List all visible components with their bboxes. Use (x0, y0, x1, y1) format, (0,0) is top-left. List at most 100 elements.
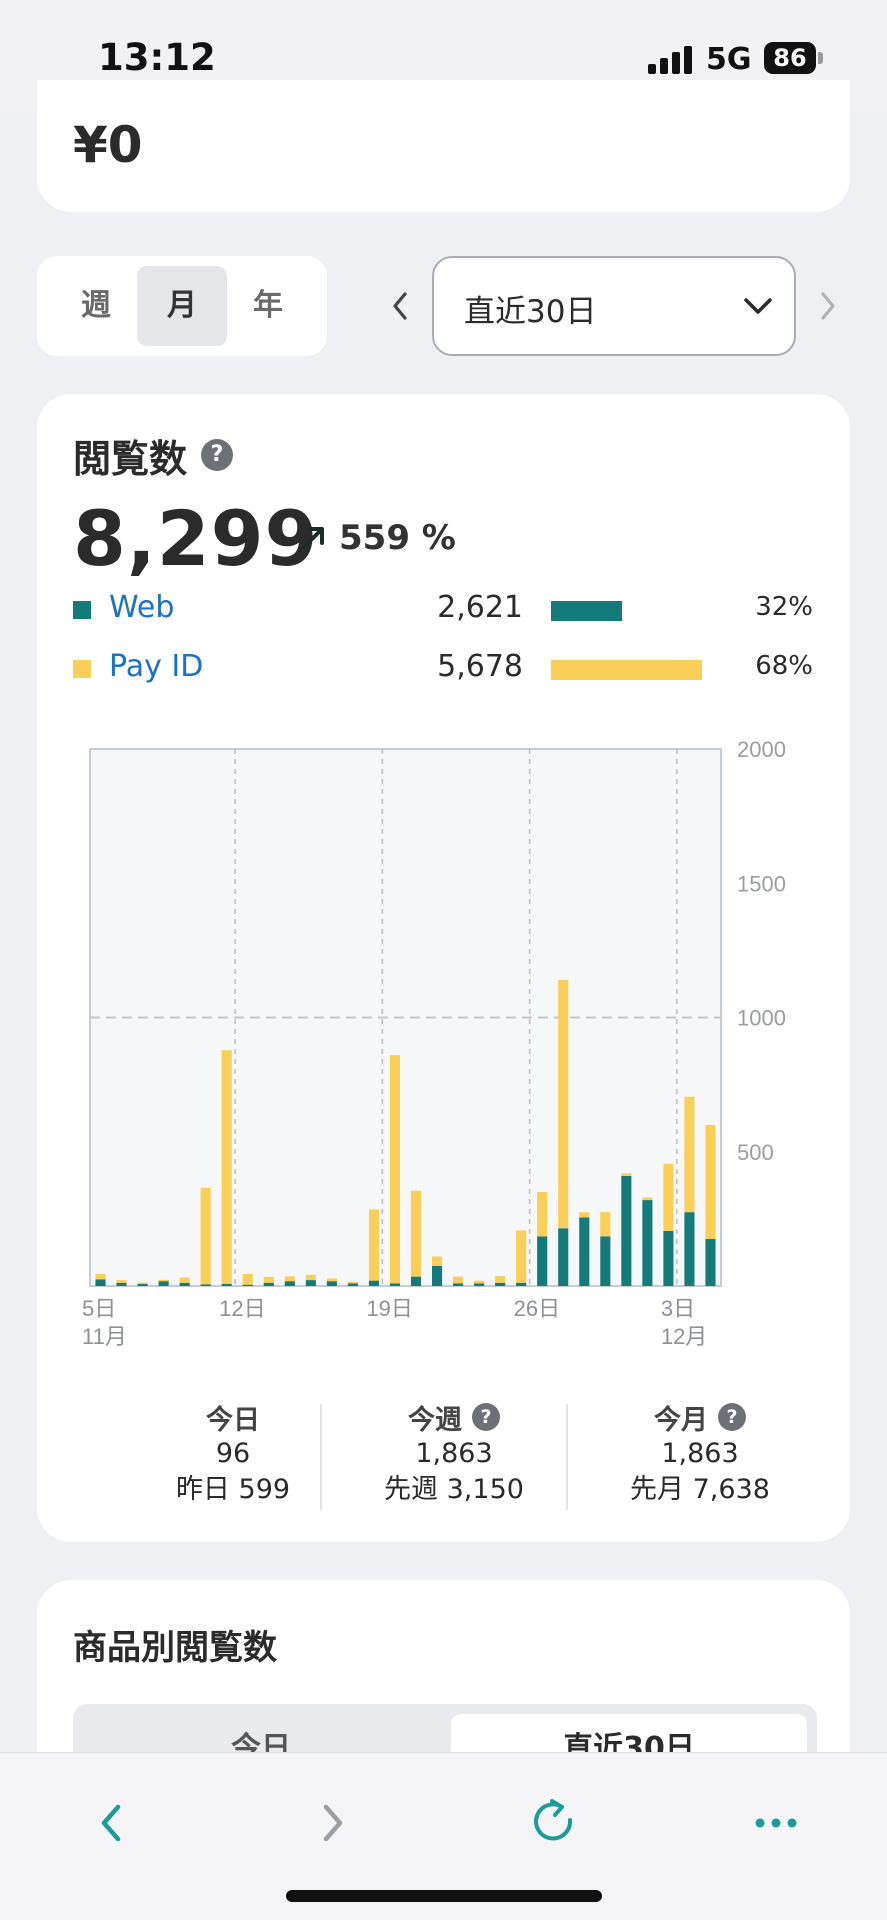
bar-payid (474, 1280, 485, 1284)
bar-payid (579, 1212, 590, 1218)
bar-web (474, 1283, 485, 1286)
stat-this-week: 今週? 1,863 先週 3,150 (331, 1398, 577, 1508)
legend-row-web: Web 2,621 32% (73, 590, 813, 630)
views-trend: 559 % (299, 518, 456, 558)
help-icon[interactable]: ? (201, 439, 234, 471)
back-button[interactable] (82, 1793, 142, 1853)
help-icon[interactable]: ? (472, 1403, 500, 1431)
stat-divider (566, 1404, 568, 1510)
x-tick-month-label: 12月 (661, 1324, 707, 1349)
y-tick-label: 1500 (737, 871, 786, 896)
bar-web (558, 1228, 569, 1286)
bar-payid (158, 1279, 169, 1282)
bar-payid (663, 1163, 674, 1231)
bar-web (284, 1281, 295, 1286)
stat-this-month: 今月? 1,863 先月 7,638 (577, 1398, 823, 1508)
stat-label: 今日 (206, 1404, 260, 1436)
legend-value-payid: 5,678 (437, 649, 523, 684)
x-tick-label: 5日 (82, 1296, 116, 1321)
period-tab-month[interactable]: 月 (137, 266, 227, 346)
bar-payid (368, 1209, 379, 1281)
bar-web (305, 1280, 316, 1286)
x-tick-label: 12日 (219, 1296, 265, 1321)
bar-payid (642, 1197, 653, 1201)
bar-web (453, 1283, 464, 1286)
arrow-up-right-icon (302, 527, 324, 549)
stat-label: 今週 (408, 1404, 462, 1436)
stat-compare: 先月 7,638 (630, 1474, 770, 1505)
bar-payid (284, 1276, 295, 1282)
more-options-button[interactable] (746, 1793, 806, 1853)
bar-web (137, 1283, 148, 1286)
bar-payid (179, 1277, 190, 1283)
bar-web (116, 1282, 127, 1286)
bar-web (95, 1279, 106, 1286)
bar-payid (326, 1278, 337, 1282)
bar-payid (537, 1192, 548, 1237)
bar-web (642, 1200, 653, 1286)
legend-row-payid: Pay ID 5,678 68% (73, 649, 813, 689)
help-icon[interactable]: ? (718, 1403, 746, 1431)
period-tab-year[interactable]: 年 (253, 288, 283, 323)
legend-percent-payid: 68% (755, 651, 813, 681)
summary-amount: ¥0 (73, 116, 143, 174)
forward-button[interactable] (302, 1793, 362, 1853)
bar-payid (453, 1276, 464, 1284)
bar-web (326, 1281, 337, 1286)
views-card: 閲覧数 ? 8,299 559 % Web 2,621 32% Pay ID 5… (37, 394, 850, 1542)
period-segmented-control: 週 月 年 (37, 256, 327, 356)
bar-payid (263, 1276, 274, 1283)
bar-payid (684, 1096, 695, 1213)
bar-payid (558, 979, 569, 1229)
bar-web (537, 1236, 548, 1286)
bar-web (663, 1230, 674, 1286)
bar-web (432, 1265, 443, 1286)
bar-payid (242, 1273, 253, 1285)
period-tab-week[interactable]: 週 (81, 288, 111, 323)
legend-swatch-payid (73, 660, 91, 678)
bar-web (389, 1283, 401, 1286)
home-indicator (286, 1890, 602, 1902)
stat-value: 96 (215, 1438, 251, 1469)
bar-web (179, 1282, 190, 1286)
bar-web (684, 1212, 695, 1286)
bar-web (516, 1282, 527, 1286)
bar-web (368, 1280, 379, 1286)
legend-percent-web: 32% (755, 592, 813, 622)
bar-payid (221, 1050, 232, 1284)
bar-web (242, 1284, 253, 1286)
bar-web (705, 1239, 716, 1286)
bar-payid (116, 1280, 127, 1283)
next-range-button[interactable] (814, 284, 842, 328)
bar-payid (600, 1212, 611, 1237)
x-tick-label: 3日 (661, 1296, 695, 1321)
bar-web (158, 1281, 169, 1286)
x-tick-label: 19日 (366, 1296, 412, 1321)
stat-label: 今月 (654, 1404, 708, 1436)
battery-cap (818, 52, 823, 64)
signal-icon (648, 46, 692, 74)
views-title-row: 閲覧数 ? (73, 430, 234, 481)
range-select[interactable]: 直近30日 (432, 256, 796, 356)
network-type: 5G (706, 42, 752, 77)
bar-payid (347, 1281, 358, 1284)
bar-payid (621, 1173, 632, 1176)
legend-value-web: 2,621 (437, 590, 523, 625)
x-tick-label: 26日 (514, 1296, 560, 1321)
views-bar-chart: 2000 1500 1000 500 5日 11月 12日 19日 26日 3日 12月 (82, 737, 786, 1349)
legend-label-payid[interactable]: Pay ID (109, 649, 204, 684)
stat-value: 1,863 (661, 1438, 739, 1469)
legend-label-web[interactable]: Web (109, 590, 175, 625)
stat-compare: 昨日 599 (175, 1474, 291, 1505)
bar-web (263, 1282, 274, 1286)
bar-payid (95, 1273, 106, 1280)
period-stats: 今日 96 昨日 599 今週? 1,863 先週 3,150 今月? 1,86… (37, 1398, 850, 1510)
previous-range-button[interactable] (386, 284, 414, 328)
bar-payid (389, 1055, 401, 1284)
bar-payid (432, 1256, 443, 1266)
reload-button[interactable] (524, 1793, 584, 1853)
bar-web (200, 1284, 211, 1286)
bar-payid (200, 1187, 211, 1285)
bar-payid (137, 1282, 148, 1284)
legend-bar-payid (551, 660, 702, 680)
